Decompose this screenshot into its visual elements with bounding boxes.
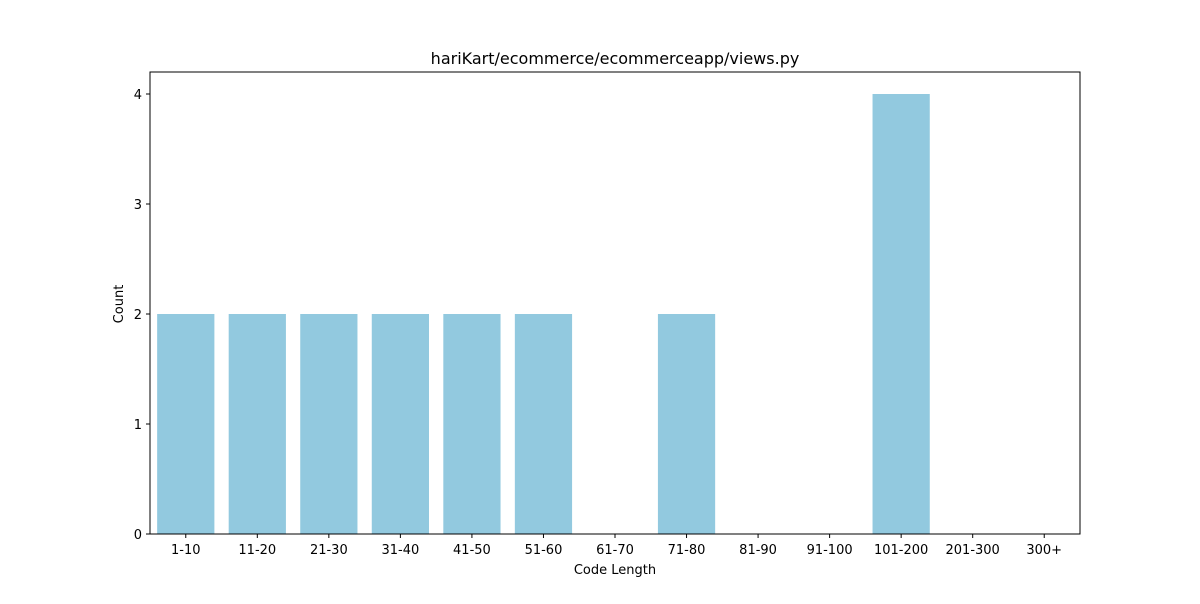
x-tick-label: 201-300 [946,543,1000,558]
y-axis: 0 1 2 3 4 [134,88,150,543]
y-axis-label: Count [112,285,127,324]
x-axis-label: Code Length [574,563,656,578]
chart-title: hariKart/ecommerce/ecommerceapp/views.py [431,49,800,68]
x-tick-label: 91-100 [807,543,853,558]
bar-11-20 [228,314,286,534]
x-tick-label: 51-60 [525,543,563,558]
bar-1-10 [157,314,215,534]
y-tick-label: 3 [134,198,142,213]
bars-layer [157,94,930,534]
y-tick-label: 2 [134,308,142,323]
bar-51-60 [514,314,573,534]
bar-41-50 [443,314,501,534]
x-tick-label: 71-80 [668,543,706,558]
x-tick-label: 101-200 [874,543,928,558]
bar-31-40 [371,314,429,534]
y-tick-label: 1 [134,418,142,433]
x-axis: 1-10 11-20 21-30 31-40 41-50 51-60 61-70 71-80 8… [171,534,1062,558]
y-tick-label: 4 [134,88,142,103]
x-tick-label: 1-10 [171,543,201,558]
x-tick-label: 61-70 [596,543,634,558]
x-tick-label: 11-20 [238,543,276,558]
bar-21-30 [300,314,358,534]
x-tick-label: 81-90 [739,543,777,558]
x-tick-label: 31-40 [381,543,419,558]
bar-101-200 [872,94,930,534]
x-tick-label: 300+ [1026,543,1062,558]
y-tick-label: 0 [134,528,142,543]
x-tick-label: 21-30 [310,543,348,558]
x-tick-label: 41-50 [453,543,491,558]
plot-frame [149,71,1081,535]
bar-71-80 [657,314,716,534]
